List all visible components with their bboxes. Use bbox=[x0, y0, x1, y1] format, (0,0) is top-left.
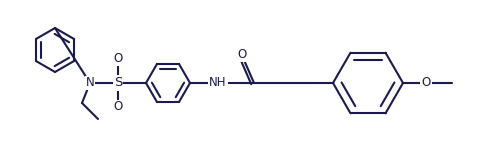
Text: O: O bbox=[237, 49, 246, 62]
Text: O: O bbox=[421, 77, 431, 89]
Text: N: N bbox=[86, 77, 94, 89]
Text: O: O bbox=[113, 53, 122, 66]
Text: NH: NH bbox=[209, 77, 227, 89]
Text: S: S bbox=[114, 77, 122, 89]
Text: O: O bbox=[113, 100, 122, 113]
